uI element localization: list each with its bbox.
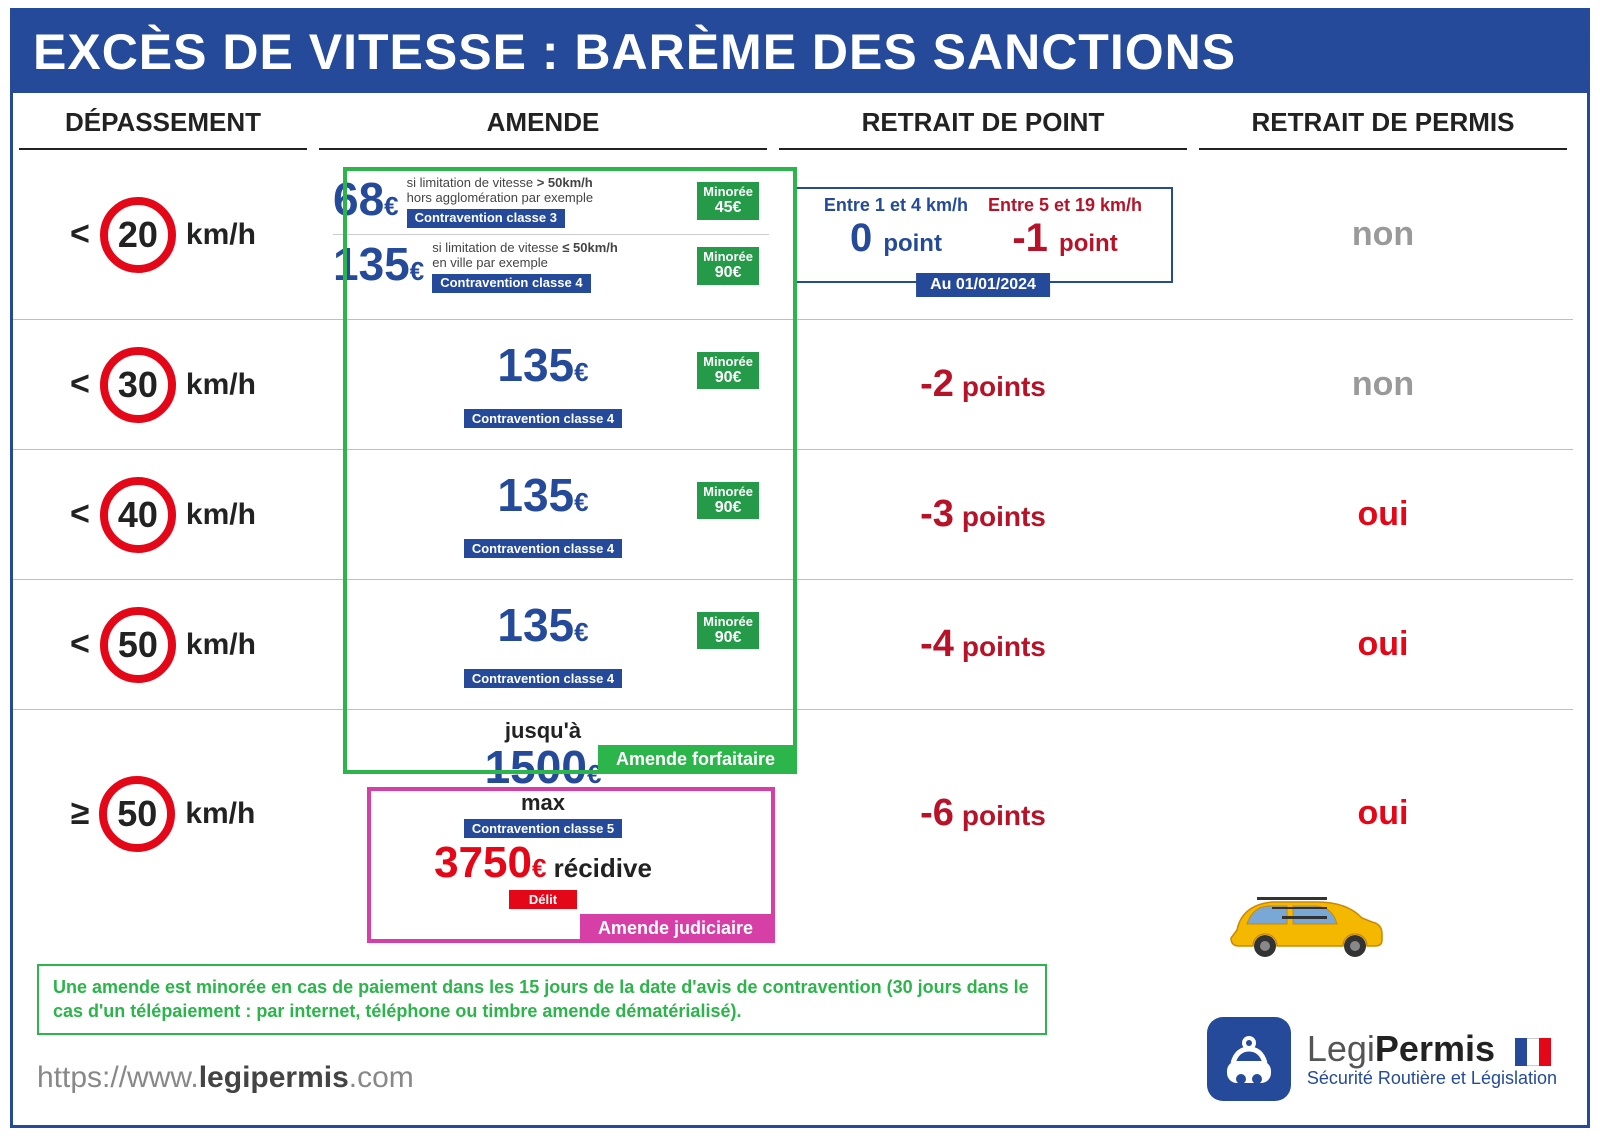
- amende-0b-note: si limitation de vitesse ≤ 50km/h en vil…: [432, 241, 618, 293]
- brand-logo-icon: [1207, 1017, 1291, 1101]
- pts-0-b-val: -1: [1012, 216, 1048, 260]
- speed-sign-icon: 50: [100, 607, 176, 683]
- brand-tagline: Sécurité Routière et Législation: [1307, 1069, 1557, 1089]
- speed-sign-icon: 30: [100, 347, 176, 423]
- header-depassement: DÉPASSEMENT: [19, 93, 307, 150]
- points-cell-4: -6points: [773, 710, 1193, 917]
- car-icon: [1217, 880, 1387, 965]
- header-points: RETRAIT DE POINT: [779, 93, 1187, 150]
- brand-logo: LegiPermis Sécurité Routière et Législat…: [1207, 1017, 1557, 1101]
- amende-4-pre: jusqu'à: [505, 718, 581, 743]
- permis-cell-3: oui: [1193, 580, 1573, 710]
- header-permis: RETRAIT DE PERMIS: [1199, 93, 1567, 150]
- source-url: https://www.legipermis.com: [37, 1061, 414, 1095]
- permis-cell-1: non: [1193, 320, 1573, 450]
- amende-0a-value: 68€: [333, 176, 399, 222]
- permis-3: oui: [1358, 625, 1409, 664]
- pts-0-a-val: 0: [850, 216, 872, 260]
- permis-cell-2: oui: [1193, 450, 1573, 580]
- contrav-badge: Contravention classe 4: [432, 274, 590, 293]
- pts-4-val: -6: [920, 792, 954, 835]
- amende-cell-0: 68€ si limitation de vitesse > 50km/h ho…: [313, 150, 773, 320]
- contrav-badge: Contravention classe 4: [464, 539, 622, 558]
- op-0: <: [70, 215, 90, 254]
- contrav-badge: Contravention classe 4: [464, 669, 622, 688]
- sanctions-table: DÉPASSEMENT AMENDE RETRAIT DE POINT RETR…: [13, 93, 1587, 917]
- contrav-badge: Contravention classe 3: [407, 209, 565, 228]
- delit-badge: Délit: [509, 890, 577, 909]
- permis-2: oui: [1358, 495, 1409, 534]
- amende-4-val1: 1500€: [434, 744, 652, 790]
- page-title: EXCÈS DE VITESSE : BARÈME DES SANCTIONS: [13, 11, 1587, 93]
- minoree-badge: Minorée90€: [697, 482, 759, 520]
- minoree-badge: Minorée90€: [697, 352, 759, 390]
- permis-0: non: [1352, 215, 1414, 254]
- amende-cell-3: 135€ Contravention classe 4 Minorée90€: [313, 580, 773, 710]
- points-cell-3: -4points: [773, 580, 1193, 710]
- points-cell-2: -3points: [773, 450, 1193, 580]
- minoree-badge: Minorée45€: [697, 182, 759, 220]
- speed-sign-icon: 20: [100, 197, 176, 273]
- points-cell-1: -2points: [773, 320, 1193, 450]
- infographic-frame: EXCÈS DE VITESSE : BARÈME DES SANCTIONS …: [10, 8, 1590, 1128]
- dep-cell-4: ≥50km/h: [13, 710, 313, 917]
- points-split-box: Entre 1 et 4 km/h 0 point Entre 5 et 19 …: [793, 187, 1173, 283]
- dep-cell-0: < 20 km/h: [13, 150, 313, 320]
- amende-cell-2: 135€ Contravention classe 4 Minorée90€: [313, 450, 773, 580]
- permis-1: non: [1352, 365, 1414, 404]
- points-cell-0: Entre 1 et 4 km/h 0 point Entre 5 et 19 …: [773, 150, 1193, 320]
- unit-0: km/h: [186, 218, 256, 252]
- amende-0b-value: 135€: [333, 241, 424, 287]
- footer-note: Une amende est minorée en cas de paiemen…: [37, 964, 1047, 1035]
- permis-cell-0: non: [1193, 150, 1573, 320]
- amende-judiciaire-label: Amende judiciaire: [580, 914, 771, 943]
- amende-cell-1: 135€ Contravention classe 4 Minorée90€: [313, 320, 773, 450]
- speed-lines-icon: [1257, 890, 1327, 926]
- france-flag-icon: [1515, 1038, 1551, 1066]
- pts-date-badge: Au 01/01/2024: [916, 273, 1050, 297]
- amende-4-val2: 3750€: [434, 838, 546, 887]
- dep-cell-2: <40km/h: [13, 450, 313, 580]
- dep-cell-3: <50km/h: [13, 580, 313, 710]
- minoree-badge: Minorée90€: [697, 612, 759, 650]
- speed-sign-icon: 40: [100, 477, 176, 553]
- contrav-badge: Contravention classe 4: [464, 409, 622, 428]
- pts-0-a-sub: Entre 1 et 4 km/h: [824, 195, 968, 216]
- pts-1-val: -2: [920, 363, 954, 406]
- permis-4: oui: [1358, 794, 1409, 833]
- speed-sign-icon: 50: [99, 776, 175, 852]
- header-amende: AMENDE: [319, 93, 767, 150]
- brand-name: LegiPermis: [1307, 1029, 1557, 1069]
- amende-0a-note: si limitation de vitesse > 50km/h hors a…: [407, 176, 593, 228]
- dep-cell-1: <30km/h: [13, 320, 313, 450]
- pts-3-val: -4: [920, 623, 954, 666]
- contrav-badge: Contravention classe 5: [464, 819, 622, 838]
- amende-cell-4: jusqu'à 1500€ max Contravention classe 5…: [313, 710, 773, 917]
- minoree-badge: Minorée90€: [697, 247, 759, 285]
- pts-0-b-sub: Entre 5 et 19 km/h: [988, 195, 1142, 216]
- pts-2-val: -3: [920, 493, 954, 536]
